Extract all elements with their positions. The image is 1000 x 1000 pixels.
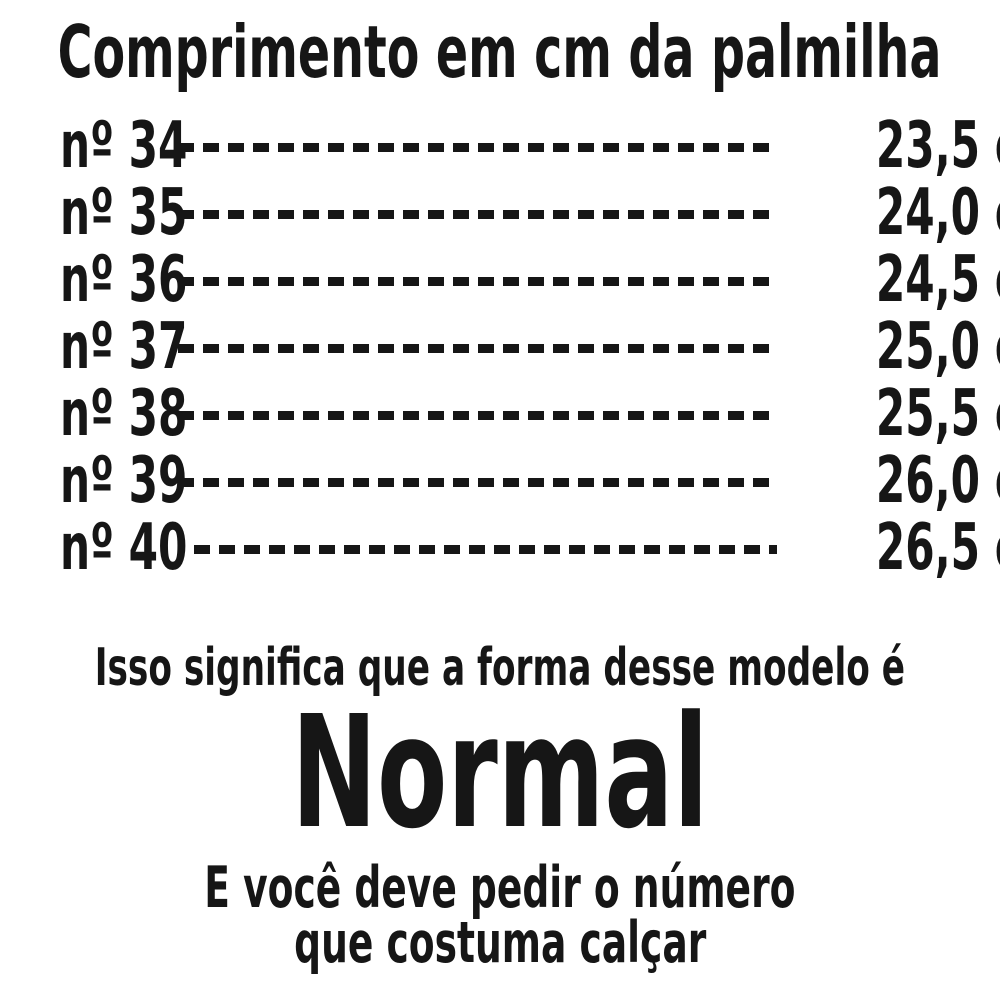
advice-line-1: E você deve pedir o número <box>204 855 796 921</box>
length-value: 25,0 cm <box>875 309 1000 384</box>
size-label: nº 35 <box>60 175 188 250</box>
size-label: nº 37 <box>60 309 188 384</box>
length-value: 26,5 cm <box>875 510 1000 585</box>
table-row: nº 34 23,5 cm <box>0 109 1000 183</box>
dash-leader <box>178 210 777 219</box>
advice-line-2: que costuma calçar <box>293 910 707 976</box>
size-label: nº 38 <box>60 376 188 451</box>
size-label: nº 39 <box>60 443 188 518</box>
length-value: 24,5 cm <box>875 242 1000 317</box>
length-value: 23,5 cm <box>875 108 1000 183</box>
size-label: nº 40 <box>60 510 188 585</box>
length-value: 26,0 cm <box>875 443 1000 518</box>
table-row: nº 38 25,5 cm <box>0 377 1000 451</box>
table-row: nº 35 24,0 cm <box>0 176 1000 250</box>
table-row: nº 40 26,5 cm <box>0 511 1000 585</box>
dash-leader <box>178 143 777 152</box>
size-label: nº 36 <box>60 242 188 317</box>
dash-leader <box>178 277 777 286</box>
advice-block: E você deve pedir o número que costuma c… <box>0 855 1000 976</box>
shape-word: Normal <box>0 682 1000 863</box>
size-table: nº 34 23,5 cm nº 35 24,0 cm nº 36 24,5 c… <box>0 109 1000 585</box>
dash-leader <box>178 344 777 353</box>
length-value: 24,0 cm <box>875 175 1000 250</box>
meaning-line-text: Isso significa que a forma desse modelo … <box>94 638 906 698</box>
dash-leader <box>178 478 777 487</box>
dash-leader <box>194 545 777 554</box>
size-label: nº 34 <box>60 108 188 183</box>
page-title-text: Comprimento em cm da palmilha <box>58 10 942 94</box>
length-value: 25,5 cm <box>875 376 1000 451</box>
shape-word-text: Normal <box>291 681 709 863</box>
dash-leader <box>178 411 777 420</box>
meaning-line: Isso significa que a forma desse modelo … <box>0 638 1000 698</box>
table-row: nº 37 25,0 cm <box>0 310 1000 384</box>
table-row: nº 36 24,5 cm <box>0 243 1000 317</box>
page-title: Comprimento em cm da palmilha <box>0 6 1000 98</box>
table-row: nº 39 26,0 cm <box>0 444 1000 518</box>
